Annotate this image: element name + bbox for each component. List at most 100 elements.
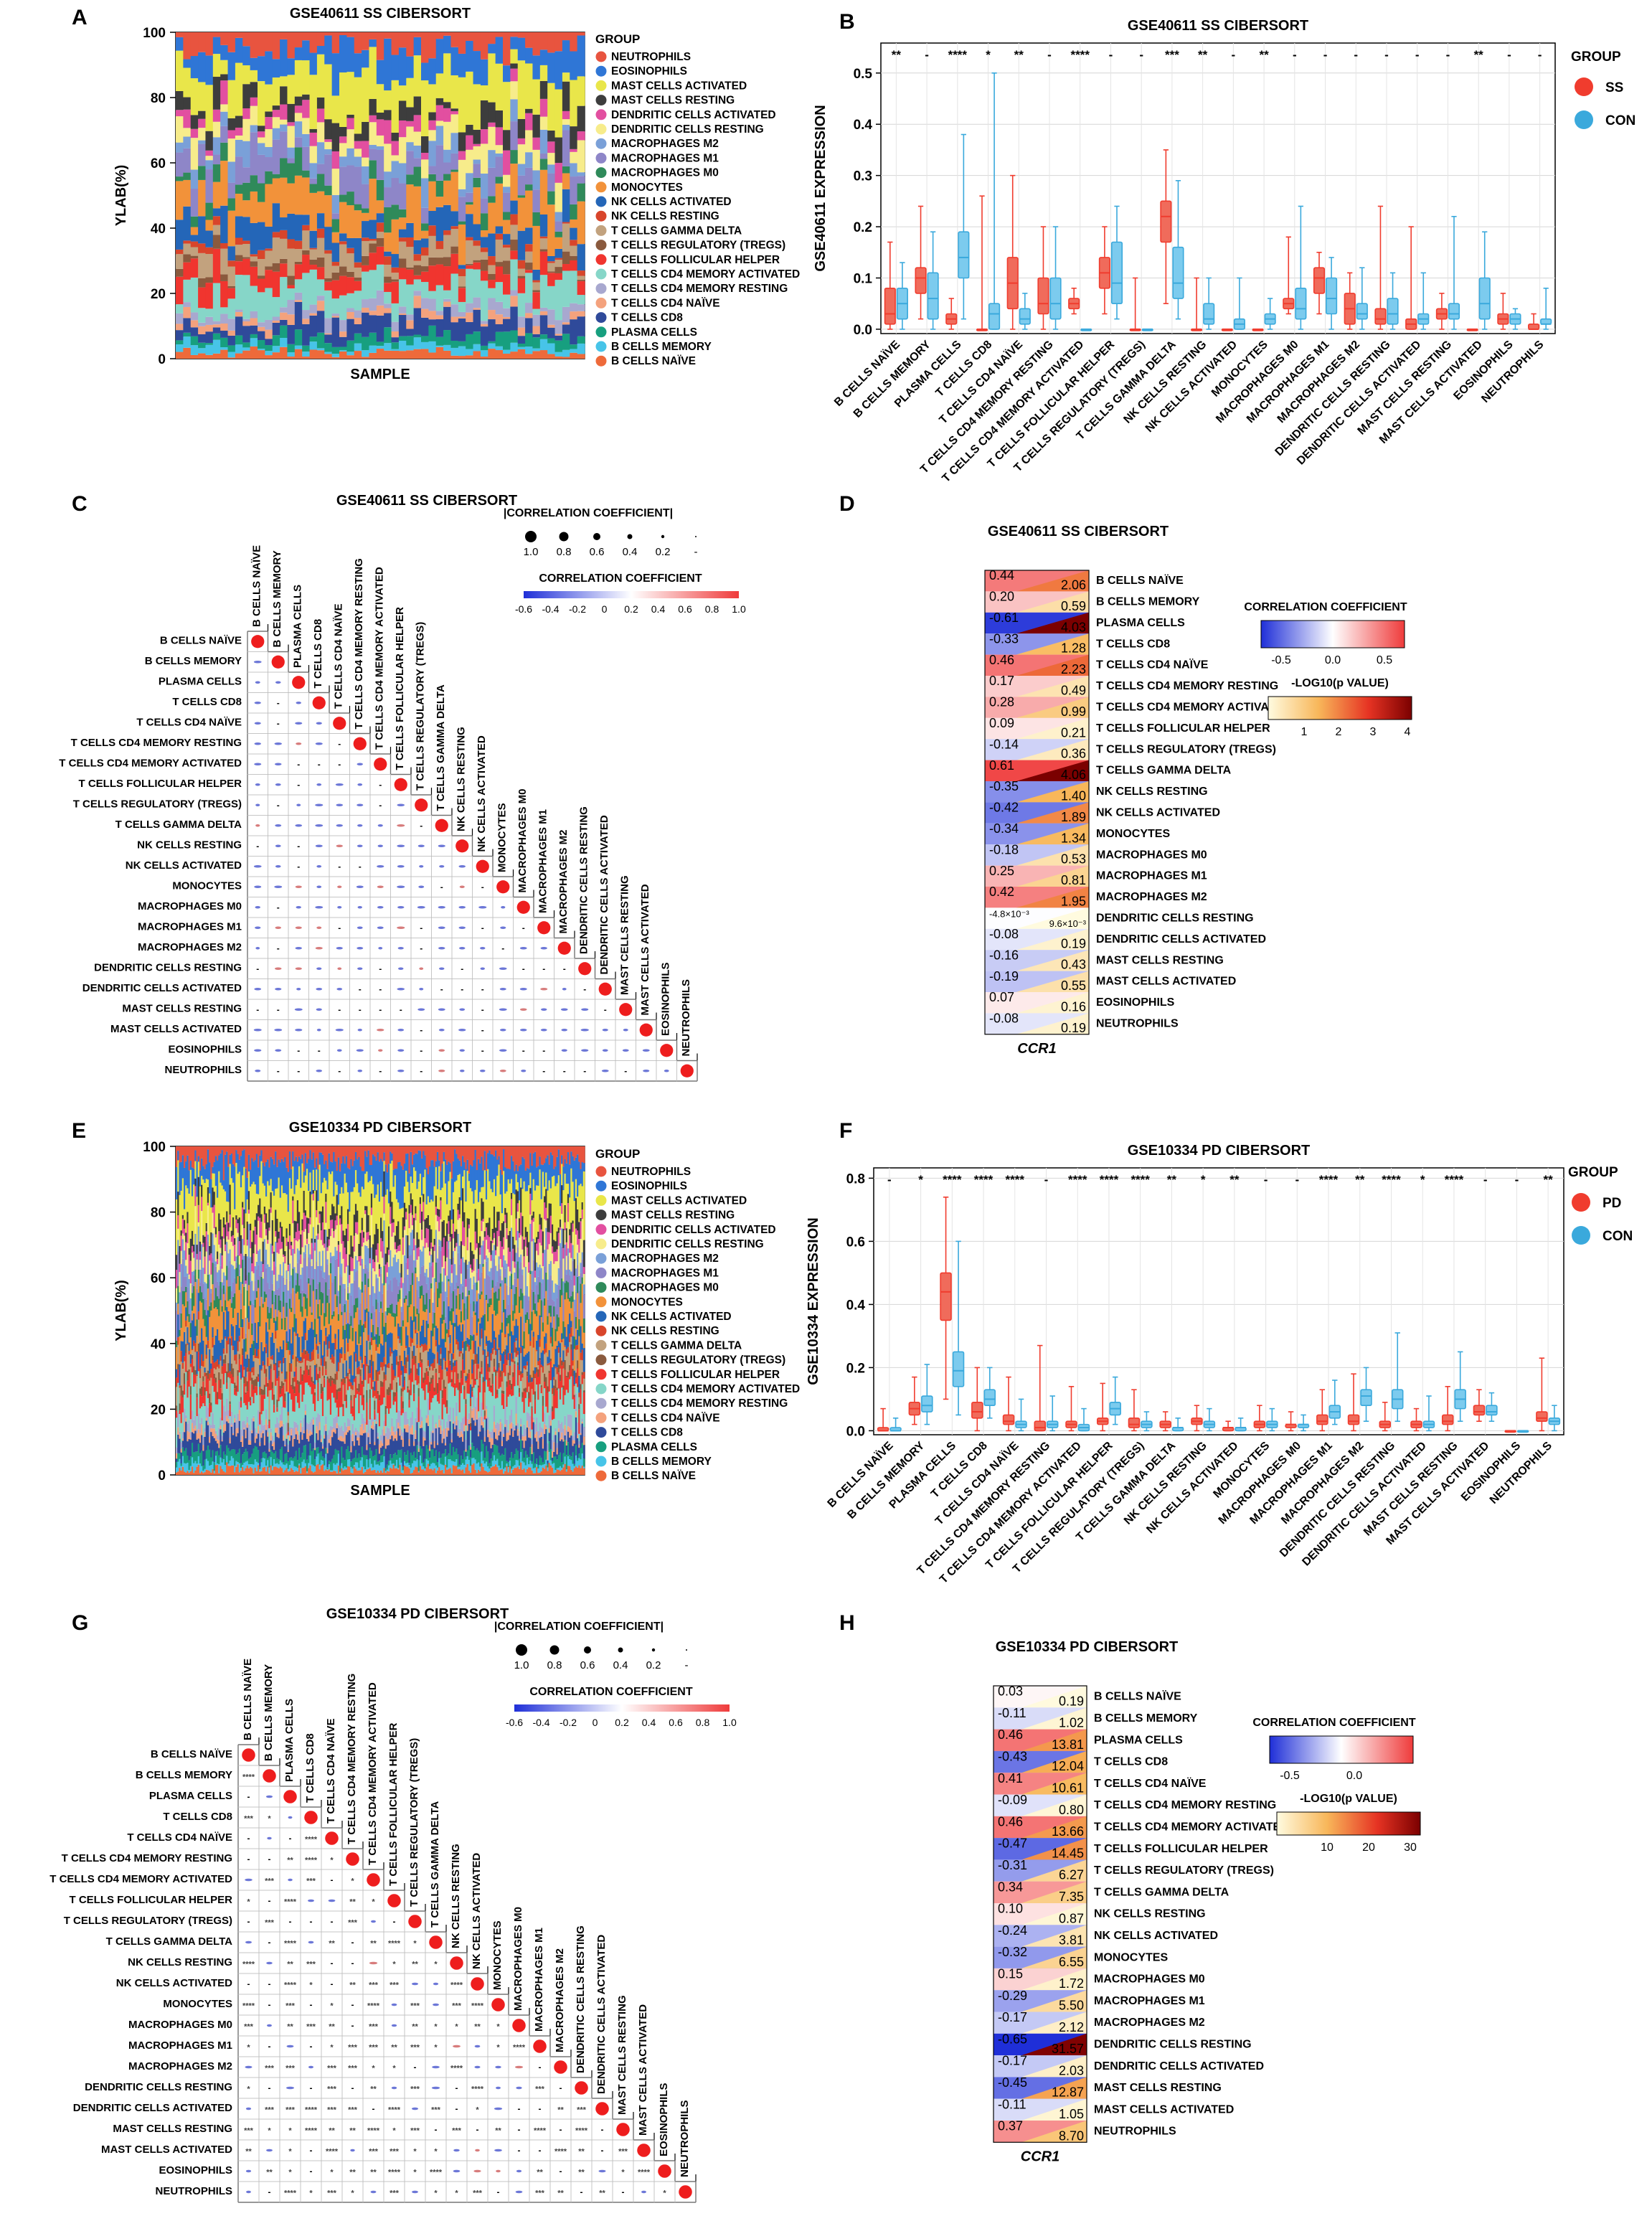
- stacked-bar-segment: [354, 268, 362, 278]
- box-ss: [1374, 205, 1387, 330]
- stacked-bar-segment: [218, 1213, 220, 1232]
- stacked-bar-segment: [391, 267, 400, 273]
- stacked-bar-segment: [207, 1370, 209, 1380]
- stacked-bar-segment: [240, 1364, 242, 1379]
- stacked-bar-segment: [334, 1247, 337, 1260]
- correlation-ellipse: [459, 1070, 465, 1072]
- stacked-bar-segment: [331, 1380, 334, 1393]
- stacked-bar-segment: [325, 1416, 328, 1425]
- stacked-bar-segment: [207, 1202, 209, 1206]
- stacked-bar-segment: [353, 1441, 356, 1446]
- stacked-bar-segment: [344, 1432, 346, 1444]
- stacked-bar-segment: [176, 1199, 178, 1255]
- stacked-bar-segment: [337, 1425, 340, 1438]
- stacked-bar-segment: [190, 32, 199, 57]
- stacked-bar-segment: [242, 1377, 244, 1422]
- row-label: PLASMA CELLS: [159, 676, 242, 688]
- stacked-bar-segment: [270, 1450, 273, 1458]
- stacked-bar-segment: [342, 1363, 345, 1379]
- stacked-bar-segment: [214, 1288, 217, 1308]
- stacked-bar-segment: [285, 1278, 288, 1303]
- stacked-bar-segment: [189, 1260, 192, 1283]
- stacked-bar-segment: [270, 1364, 273, 1369]
- stacked-bar-segment: [562, 222, 570, 224]
- stacked-bar-segment: [275, 1362, 277, 1366]
- stacked-bar-segment: [362, 141, 370, 158]
- stacked-bar-segment: [346, 1299, 349, 1324]
- stacked-bar-segment: [317, 1346, 320, 1354]
- stacked-bar-segment: [237, 1275, 240, 1313]
- stacked-bar-segment: [303, 1258, 306, 1293]
- stacked-bar-segment: [270, 1390, 273, 1429]
- corr-value-label: 0.28: [989, 695, 1014, 709]
- stacked-bar-segment: [198, 128, 207, 141]
- stacked-bar-segment: [268, 1230, 271, 1268]
- stacked-bar-segment: [303, 1212, 306, 1232]
- legend-swatch: [595, 196, 607, 207]
- stacked-bar-segment: [177, 1303, 179, 1315]
- correlation-ellipse: [357, 844, 363, 847]
- stacked-bar-segment: [212, 1173, 214, 1188]
- stacked-bar-segment: [276, 1411, 279, 1418]
- stacked-bar-segment: [265, 1409, 268, 1420]
- stacked-bar-segment: [197, 1343, 200, 1352]
- stacked-bar-segment: [220, 1146, 222, 1154]
- stacked-bar-segment: [547, 204, 556, 256]
- stacked-bar-segment: [246, 1409, 249, 1417]
- stacked-bar-segment: [280, 1146, 283, 1159]
- stacked-bar-segment: [212, 121, 221, 138]
- stacked-bar-segment: [176, 50, 184, 91]
- correlation-ellipse: [623, 1029, 628, 1032]
- stacked-bar-segment: [313, 1466, 316, 1472]
- stacked-bar-segment: [287, 147, 296, 159]
- stacked-bar-segment: [309, 349, 318, 359]
- correlation-ellipse: [377, 926, 384, 929]
- stacked-bar-segment: [488, 44, 496, 54]
- stacked-bar-segment: [213, 1344, 216, 1363]
- stacked-bar-segment: [188, 1146, 191, 1171]
- stacked-bar-segment: [413, 186, 422, 240]
- stacked-bar-segment: [185, 1307, 187, 1321]
- stacked-bar-segment: [309, 132, 318, 146]
- stacked-bar-segment: [295, 1428, 298, 1435]
- stacked-bar-segment: [201, 1435, 203, 1451]
- stacked-bar-segment: [279, 1222, 282, 1228]
- stacked-bar-segment: [346, 114, 355, 118]
- stacked-bar-segment: [443, 35, 452, 54]
- stacked-bar-segment: [272, 77, 280, 106]
- stacked-bar-segment: [204, 1183, 207, 1237]
- stacked-bar-segment: [320, 1442, 323, 1452]
- stacked-bar-segment: [306, 1238, 308, 1245]
- stacked-bar-segment: [309, 265, 318, 270]
- stacked-bar-segment: [329, 1146, 332, 1162]
- stacked-bar-segment: [351, 1458, 354, 1469]
- stacked-bar-segment: [205, 1222, 208, 1232]
- stacked-bar-segment: [349, 1169, 351, 1212]
- stacked-bar-segment: [346, 237, 355, 248]
- stacked-bar-segment: [227, 1166, 230, 1202]
- stacked-bar-segment: [202, 1376, 205, 1382]
- stacked-bar-segment: [280, 217, 288, 230]
- stacked-bar-segment: [196, 1397, 199, 1417]
- stacked-bar-segment: [421, 255, 429, 267]
- column-label: T CELLS FOLLICULAR HELPER: [394, 607, 406, 770]
- stacked-bar-segment: [254, 1358, 257, 1380]
- stacked-bar-segment: [306, 1163, 308, 1169]
- stacked-bar-segment: [287, 352, 296, 357]
- correlation-ellipse: [295, 824, 303, 827]
- stacked-bar-segment: [473, 269, 481, 298]
- stacked-bar-segment: [268, 1365, 271, 1380]
- correlation-ellipse: [295, 1029, 303, 1032]
- legend-label: MACROPHAGES M0: [611, 167, 719, 179]
- stacked-bar-segment: [376, 237, 384, 247]
- stacked-bar-segment: [284, 1251, 287, 1257]
- stacked-bar-segment: [406, 269, 415, 285]
- stacked-bar-segment: [311, 1471, 313, 1475]
- stacked-bar-segment: [288, 1329, 291, 1351]
- stacked-bar-segment: [306, 1169, 308, 1218]
- diagonal-dot: [578, 962, 592, 976]
- stacked-bar-segment: [235, 1146, 238, 1151]
- stacked-bar-segment: [183, 302, 192, 307]
- stacked-bar-segment: [205, 1231, 208, 1252]
- stacked-bar-segment: [283, 1236, 285, 1255]
